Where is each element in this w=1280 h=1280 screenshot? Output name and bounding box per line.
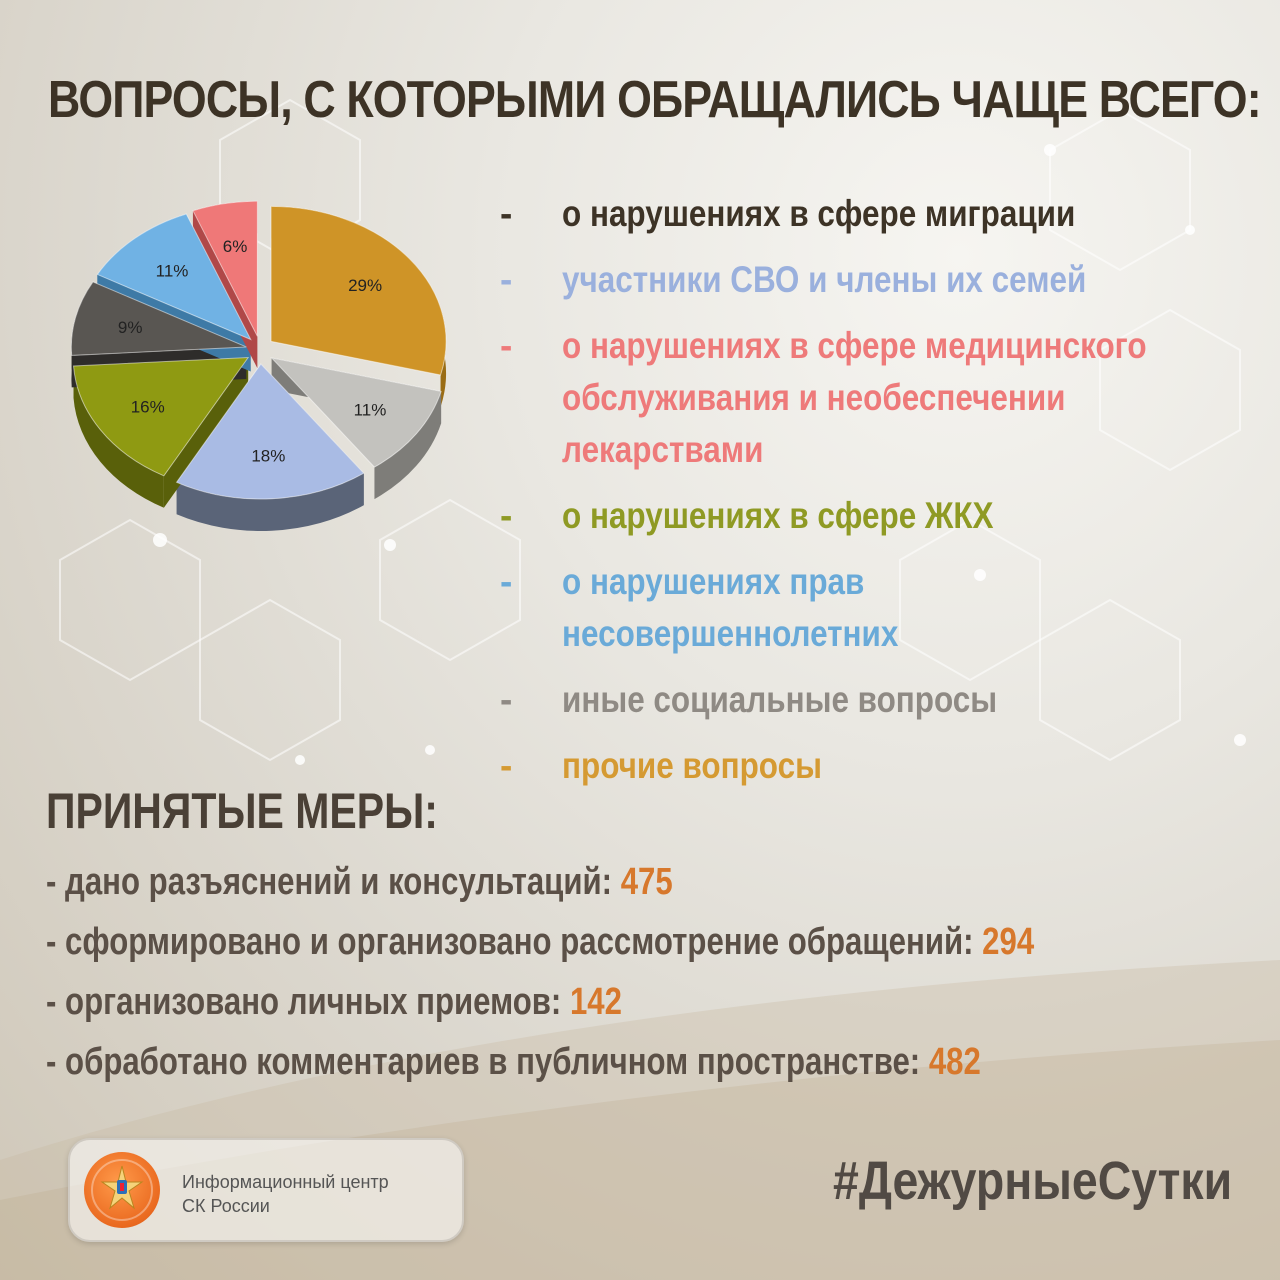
pie-slice-label: 6% xyxy=(223,237,248,256)
pie-slice-label: 11% xyxy=(354,400,387,419)
pie-slice-label: 11% xyxy=(156,262,189,281)
legend-dash: - xyxy=(500,325,513,366)
measure-item: - сформировано и организовано рассмотрен… xyxy=(46,912,1055,972)
measure-item: - организовано личных приемов: 142 xyxy=(46,972,1055,1032)
legend-dash: - xyxy=(500,745,513,786)
pie-slice-label: 16% xyxy=(131,398,165,417)
pie-slice xyxy=(72,356,250,477)
measure-text: - сформировано и организовано рассмотрен… xyxy=(46,921,983,963)
legend-item: - о нарушениях прав несовершеннолетних xyxy=(500,556,1260,660)
measure-text: - обработано комментариев в публичном пр… xyxy=(46,1041,929,1083)
legend-label: иные социальные вопросы xyxy=(562,679,998,720)
pie-slice xyxy=(270,357,442,468)
legend-label: прочие вопросы xyxy=(562,745,822,786)
legend-item: - о нарушениях в сфере миграции xyxy=(500,188,1260,240)
pie-slice-label: 29% xyxy=(348,276,382,295)
pie-slice-label: 9% xyxy=(118,318,143,337)
pie-slice xyxy=(192,200,258,337)
measures-title: ПРИНЯТЫЕ МЕРЫ: xyxy=(46,783,438,839)
measure-value: 482 xyxy=(928,1041,981,1083)
legend: - о нарушениях в сфере миграции - участник… xyxy=(500,188,1260,806)
hashtag: #ДежурныеСутки xyxy=(832,1151,1232,1211)
legend-dash: - xyxy=(500,561,513,602)
legend-label: о нарушениях в сфере медицинского обслуж… xyxy=(562,325,1147,470)
legend-item: - о нарушениях в сфере медицинского обслу… xyxy=(500,320,1260,476)
pie-slice-side xyxy=(374,391,442,500)
legend-dash: - xyxy=(500,193,513,234)
legend-label: о нарушениях прав несовершеннолетних xyxy=(562,561,899,654)
legend-dash: - xyxy=(500,495,513,536)
pie-slice xyxy=(175,363,365,500)
legend-item: - иные социальные вопросы xyxy=(500,674,1260,726)
legend-item: - участники СВО и члены их семей xyxy=(500,254,1260,306)
measure-value: 142 xyxy=(569,981,622,1023)
legend-dash: - xyxy=(500,259,513,300)
logo-line-2: СК России xyxy=(182,1196,270,1216)
measure-item: - дано разъяснений и консультаций: 475 xyxy=(46,852,1055,912)
logo-badge[interactable]: Информационный центр СК России xyxy=(68,1138,464,1242)
measures-list: - дано разъяснений и консультаций: 475 -… xyxy=(46,852,1276,1092)
measure-text: - организовано личных приемов: xyxy=(46,981,570,1023)
legend-item: - прочие вопросы xyxy=(500,740,1260,792)
legend-label: участники СВО и члены их семей xyxy=(562,259,1087,300)
pie-chart: 29% 11% 18% 16% 9% 11% 6% xyxy=(60,200,460,540)
pie-slice-side xyxy=(176,473,364,531)
logo-text: Информационный центр СК России xyxy=(182,1170,389,1218)
measure-value: 294 xyxy=(982,921,1035,963)
pie-slice-label: 18% xyxy=(251,447,285,466)
sk-emblem-icon xyxy=(84,1152,160,1228)
pie-slice xyxy=(96,213,252,341)
measure-text: - дано разъяснений и консультаций: xyxy=(46,861,621,903)
legend-dash: - xyxy=(500,679,513,720)
pie-slice-side xyxy=(73,365,164,508)
pie-slice xyxy=(70,281,247,356)
legend-label: о нарушениях в сфере миграции xyxy=(562,193,1076,234)
legend-label: о нарушениях в сфере ЖКХ xyxy=(562,495,994,536)
page-title: ВОПРОСЫ, С КОТОРЫМИ ОБРАЩАЛИСЬ ЧАЩЕ ВСЕГ… xyxy=(48,71,1262,129)
measure-value: 475 xyxy=(620,861,673,903)
logo-line-1: Информационный центр xyxy=(182,1172,389,1192)
pie-chart-svg: 29% 11% 18% 16% 9% 11% 6% xyxy=(70,200,447,531)
pie-slice xyxy=(270,205,447,376)
legend-item: - о нарушениях в сфере ЖКХ xyxy=(500,490,1260,542)
measure-item: - обработано комментариев в публичном пр… xyxy=(46,1032,1055,1092)
